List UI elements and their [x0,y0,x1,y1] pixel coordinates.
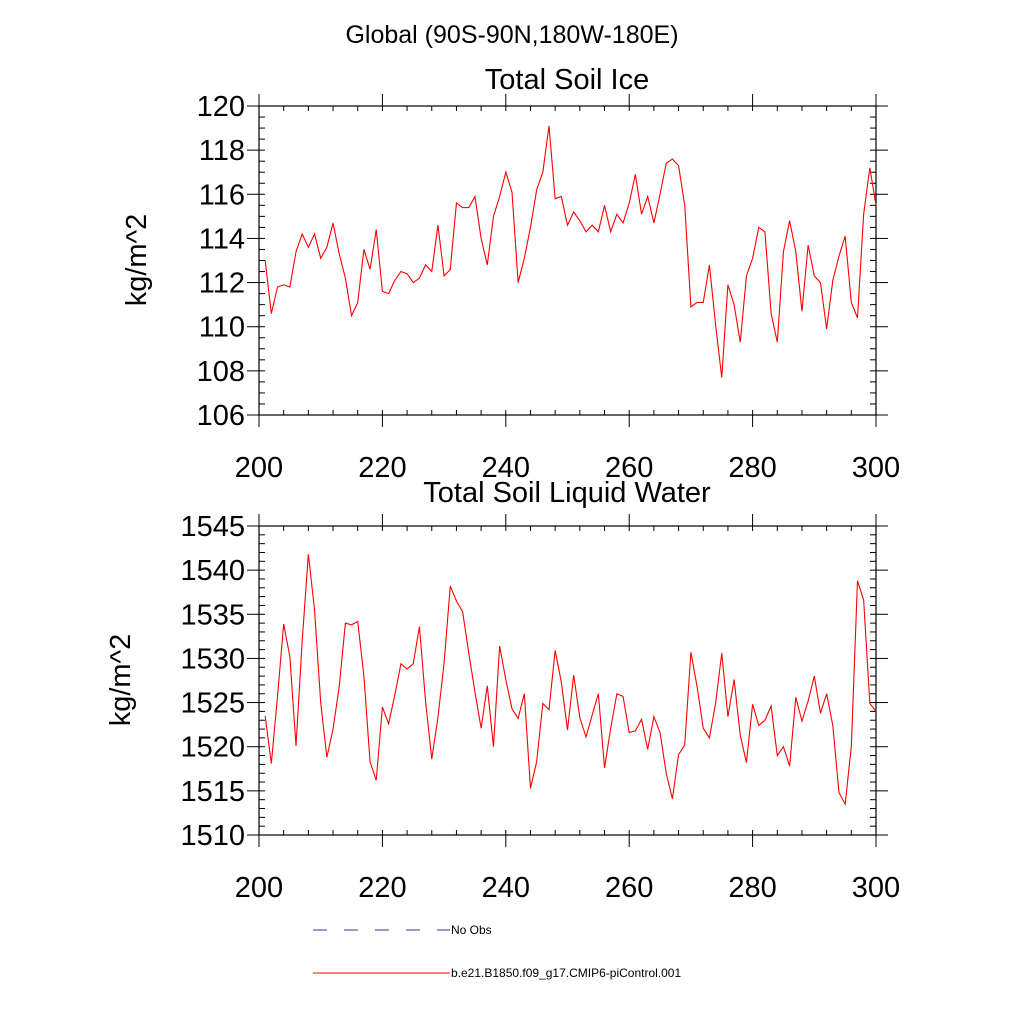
legend-item-model-run: b.e21.B1850.f09_g17.CMIP6-piControl.001 [313,966,681,980]
x-tick-label: 240 [482,872,530,904]
y-tick-labels: 106 108 110 112 114 116 118 120 [197,91,245,432]
y-tick-label: 1515 [180,776,245,808]
y-tick-label: 114 [199,223,245,255]
x-tick-label: 260 [605,452,653,484]
y-axis-label: kg/m^2 [105,634,137,727]
y-axis-label: kg/m^2 [121,214,153,307]
plot-frame [258,105,877,416]
legend-label: No Obs [451,923,492,937]
x-tick-label: 260 [605,872,653,904]
y-tick-label: 1540 [180,555,245,587]
x-tick-label: 300 [852,452,900,484]
minor-ticks [258,105,877,416]
x-tick-label: 240 [482,452,530,484]
major-ticks [247,514,888,847]
x-tick-labels: 200 220 240 260 280 300 [235,872,900,904]
chart-title: Total Soil Ice [485,64,649,96]
y-tick-label: 116 [199,179,245,211]
y-tick-label: 1520 [180,732,245,764]
y-tick-label: 106 [197,400,245,432]
minor-ticks [258,525,877,836]
x-tick-label: 200 [235,872,283,904]
data-series-line [264,554,877,806]
data-series-line [264,125,877,378]
y-tick-label: 1535 [180,599,245,631]
chart-total-soil-ice: Total Soil Ice kg/m^2 200 220 240 260 280 300… [121,64,900,484]
plot-frame [258,525,877,836]
y-tick-label: 112 [199,268,245,300]
major-ticks [247,94,888,427]
chart-total-soil-liquid-water: Total Soil Liquid Water kg/m^2 200 220 240… [105,477,900,904]
y-tick-label: 1525 [180,688,245,720]
x-tick-label: 200 [235,452,283,484]
legend-label: b.e21.B1850.f09_g17.CMIP6-piControl.001 [451,966,681,980]
x-tick-label: 280 [728,452,776,484]
y-tick-labels: 1510 1515 1520 1525 1530 1535 1540 1545 [180,511,245,852]
legend: No Obs b.e21.B1850.f09_g17.CMIP6-piContr… [313,923,681,980]
y-tick-label: 118 [199,135,245,167]
x-tick-label: 220 [358,872,406,904]
y-tick-label: 1510 [180,820,245,852]
y-tick-label: 108 [197,356,245,388]
legend-item-no-obs: No Obs [313,923,492,937]
y-tick-label: 110 [199,312,245,344]
figure-main-title: Global (90S-90N,180W-180E) [345,21,678,49]
y-tick-label: 1530 [180,643,245,675]
x-tick-label: 300 [852,872,900,904]
x-tick-labels: 200 220 240 260 280 300 [235,452,900,484]
chart-title: Total Soil Liquid Water [423,477,711,509]
x-tick-label: 220 [358,452,406,484]
x-tick-label: 280 [728,872,776,904]
y-tick-label: 1545 [180,511,245,543]
y-tick-label: 120 [197,91,245,123]
